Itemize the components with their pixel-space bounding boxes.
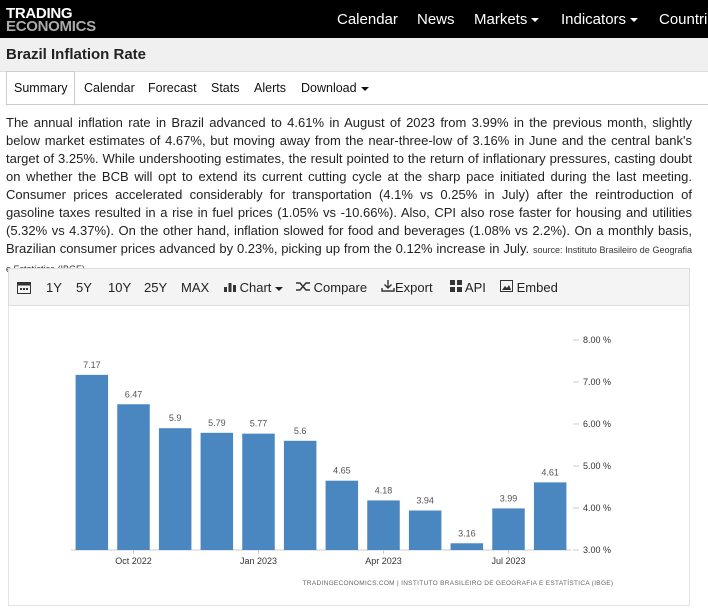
range-button[interactable]: 10Y [108,280,132,295]
page-title: Brazil Inflation Rate [6,46,147,63]
tab-divider [6,104,708,105]
page-header: Brazil Inflation Rate [0,38,708,72]
menu-item[interactable]: Countries [659,11,708,28]
value-label: 4.61 [541,467,559,477]
value-label: 5.77 [250,419,268,429]
summary: The annual inflation rate in Brazil adva… [6,114,692,278]
x-tick-label: Jul 2023 [491,556,525,566]
logo-line: ECONOMICS [6,18,96,35]
calendar-icon[interactable] [17,281,31,294]
bar [242,433,275,550]
logo[interactable]: TRADING ECONOMICS [6,5,96,35]
tab-label: Summary [14,81,68,95]
tab[interactable]: Download [301,72,369,104]
bar [75,374,109,550]
logo-line: TRADING [6,5,73,22]
bar [200,432,234,550]
value-label: 6.47 [125,389,143,399]
chart-type-button[interactable]: Chart [224,280,284,295]
y-tick-label: 4.00 % [583,503,611,513]
bar [117,404,150,550]
value-label: 5.79 [208,418,226,428]
menu-label: Countries [659,11,708,28]
y-tick-label: 3.00 % [583,545,611,555]
tab[interactable]: Calendar [84,72,135,104]
bar [367,500,400,550]
chart-toolbar: 1Y 5Y 10Y 25Y MAX Chart Compare Export A… [8,268,690,306]
summary-text: The annual inflation rate in Brazil adva… [6,115,692,256]
range-button[interactable]: 1Y [46,280,62,295]
menu-item[interactable]: Indicators [561,11,639,28]
y-tick-label: 7.00 % [583,377,611,387]
export-button[interactable]: Export [381,280,433,295]
tab[interactable]: Stats [211,72,240,104]
button-label: Export [395,280,433,295]
bar [158,428,192,550]
api-button[interactable]: API [450,280,486,295]
caret [275,286,284,291]
value-label: 3.94 [416,496,434,506]
menu-label: Calendar [337,11,398,28]
tab-label: Alerts [254,81,286,95]
export-icon [381,280,395,292]
button-label: Chart [239,280,272,295]
menu-label: Markets [474,11,528,28]
range-button[interactable]: MAX [181,280,210,295]
api-icon [450,280,462,292]
bar [325,480,359,550]
value-label: 3.16 [458,528,476,538]
bar [450,543,484,550]
tab-label: Stats [211,81,240,95]
tab[interactable]: Forecast [148,72,197,104]
value-label: 3.99 [500,493,518,503]
y-tick-label: 5.00 % [583,461,611,471]
embed-button[interactable]: Embed [500,280,558,295]
nav-bar: TRADING ECONOMICS Calendar News Markets … [0,0,708,38]
tab[interactable]: Summary [6,71,76,106]
range-button[interactable]: 5Y [76,280,92,295]
menu-label: Indicators [561,11,627,28]
bar [408,510,442,550]
caret [360,86,369,91]
x-tick-label: Apr 2023 [365,556,402,566]
menu-item[interactable]: News [417,11,455,28]
y-tick-label: 6.00 % [583,419,611,429]
value-label: 7.17 [83,360,101,370]
tab[interactable]: Alerts [254,72,286,104]
chart: 3.00 % 4.00 % 5.00 % 6.00 % 7.00 % 8.00 % 7.17… [71,335,614,587]
value-label: 5.9 [169,413,182,423]
chart-icon [224,283,236,292]
embed-icon [500,280,513,292]
compare-icon [296,282,310,291]
compare-button[interactable]: Compare [296,280,367,295]
x-tick-label: Oct 2022 [115,556,152,566]
menu-item[interactable]: Markets [474,11,540,28]
bar [533,482,567,550]
caret [630,18,639,23]
y-tick-label: 8.00 % [583,335,611,345]
value-label: 4.65 [333,466,351,476]
menu-item[interactable]: Calendar [337,11,398,28]
menu-label: News [417,11,455,28]
value-label: 4.18 [375,485,393,495]
range-button[interactable]: 25Y [144,280,168,295]
chart-box: 3.00 % 4.00 % 5.00 % 6.00 % 7.00 % 8.00 % 7.17… [8,306,690,606]
tab-label: Download [301,81,357,95]
button-label: Embed [516,280,558,295]
value-label: 5.6 [294,426,307,436]
tab-label: Calendar [84,81,135,95]
bar [283,440,317,550]
caret [531,18,540,23]
bar [492,508,525,550]
tab-label: Forecast [148,81,197,95]
button-label: API [464,280,486,295]
chart-source: TRADINGECONOMICS.COM | INSTITUTO BRASILE… [303,578,614,587]
button-label: Compare [313,280,368,295]
x-tick-label: Jan 2023 [240,556,277,566]
